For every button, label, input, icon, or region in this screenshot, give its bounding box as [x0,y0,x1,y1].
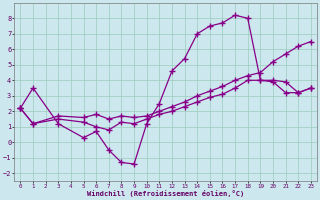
X-axis label: Windchill (Refroidissement éolien,°C): Windchill (Refroidissement éolien,°C) [87,190,244,197]
